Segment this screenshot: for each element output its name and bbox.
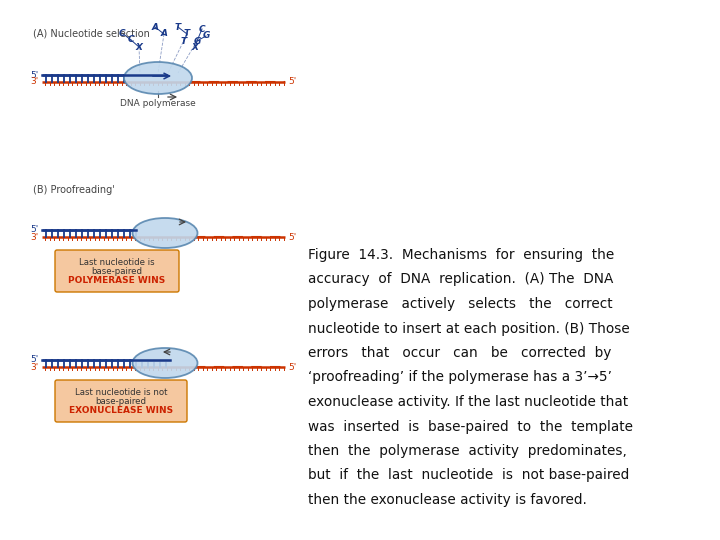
Text: accuracy  of  DNA  replication.  (A) The  DNA: accuracy of DNA replication. (A) The DNA <box>308 273 613 287</box>
FancyBboxPatch shape <box>55 250 179 292</box>
Text: polymerase   actively   selects   the   correct: polymerase actively selects the correct <box>308 297 613 311</box>
Text: G: G <box>193 37 201 45</box>
Text: 3': 3' <box>31 362 39 372</box>
Text: T: T <box>184 30 190 38</box>
Text: Last nucleotide is: Last nucleotide is <box>79 258 155 267</box>
Text: 5': 5' <box>288 233 296 241</box>
Text: 5': 5' <box>31 226 39 234</box>
Text: T: T <box>181 37 187 45</box>
Text: 5': 5' <box>31 355 39 364</box>
Text: Figure  14.3.  Mechanisms  for  ensuring  the: Figure 14.3. Mechanisms for ensuring the <box>308 248 614 262</box>
Text: was  inserted  is  base-paired  to  the  template: was inserted is base-paired to the templ… <box>308 420 633 434</box>
Text: (B) Proofreading': (B) Proofreading' <box>33 185 114 195</box>
Text: C: C <box>119 29 125 37</box>
Text: G: G <box>202 31 210 40</box>
Text: base-paired: base-paired <box>96 397 146 406</box>
Text: T: T <box>175 23 181 31</box>
Text: ‘proofreading’ if the polymerase has a 3’→5’: ‘proofreading’ if the polymerase has a 3… <box>308 370 612 384</box>
Text: (A) Nucleotide selection: (A) Nucleotide selection <box>33 28 150 38</box>
Text: C: C <box>127 36 135 44</box>
Text: 3': 3' <box>31 78 39 86</box>
Text: EXONUCLEASE WINS: EXONUCLEASE WINS <box>69 407 173 415</box>
Text: A: A <box>151 23 158 31</box>
Text: POLYMERASE WINS: POLYMERASE WINS <box>68 276 166 285</box>
Text: but  if  the  last  nucleotide  is  not base-paired: but if the last nucleotide is not base-p… <box>308 469 629 483</box>
Text: X: X <box>192 44 199 52</box>
Text: exonuclease activity. If the last nucleotide that: exonuclease activity. If the last nucleo… <box>308 395 628 409</box>
Text: A: A <box>161 30 168 38</box>
Ellipse shape <box>124 62 192 94</box>
Text: 5': 5' <box>288 78 296 86</box>
Text: 5': 5' <box>288 362 296 372</box>
Text: errors   that   occur   can   be   corrected  by: errors that occur can be corrected by <box>308 346 611 360</box>
Text: Last nucleotide is not: Last nucleotide is not <box>75 388 167 397</box>
Text: base-paired: base-paired <box>91 267 143 276</box>
Text: X: X <box>135 43 143 51</box>
Text: DNA polymerase: DNA polymerase <box>120 99 196 108</box>
Ellipse shape <box>132 218 197 248</box>
Text: then  the  polymerase  activity  predominates,: then the polymerase activity predominate… <box>308 444 627 458</box>
Text: 3': 3' <box>31 233 39 241</box>
FancyBboxPatch shape <box>55 380 187 422</box>
Text: then the exonuclease activity is favored.: then the exonuclease activity is favored… <box>308 493 587 507</box>
Ellipse shape <box>132 348 197 378</box>
Text: nucleotide to insert at each position. (B) Those: nucleotide to insert at each position. (… <box>308 321 630 335</box>
Text: 5': 5' <box>31 71 39 79</box>
Text: C: C <box>199 24 205 33</box>
